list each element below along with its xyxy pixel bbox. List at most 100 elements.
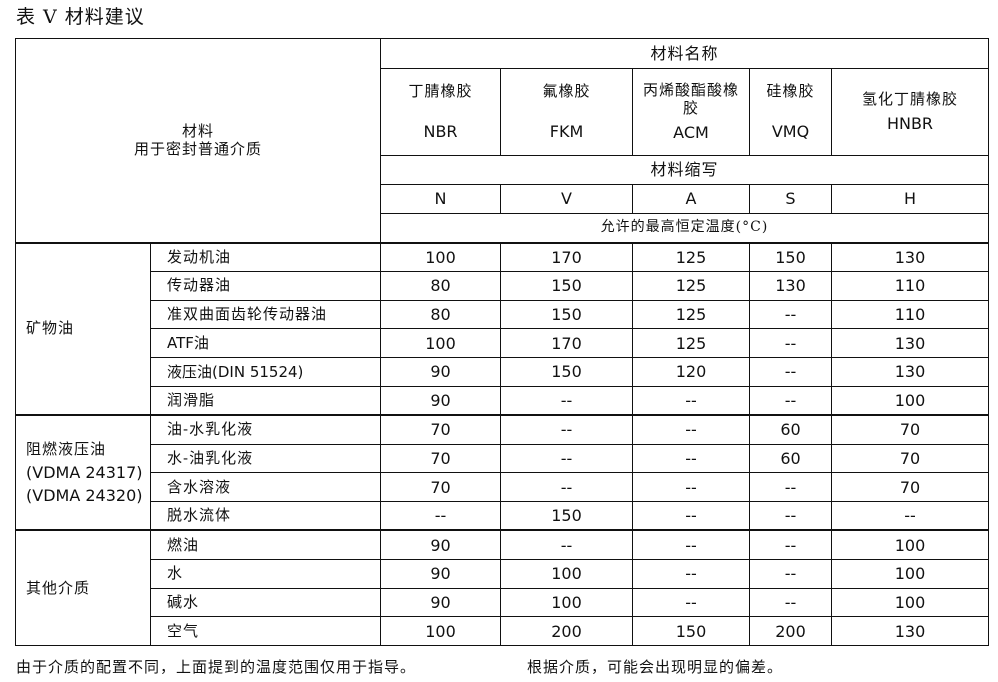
temperature-value: 60 (749, 414, 832, 445)
temperature-value: -- (500, 472, 633, 503)
temperature-value: 70 (831, 414, 989, 445)
temperature-value: 80 (380, 270, 501, 301)
temperature-value: 110 (831, 299, 989, 330)
medium-cell: 水-油乳化液 (150, 443, 381, 474)
temperature-value: 120 (632, 357, 750, 387)
temperature-value: -- (749, 328, 832, 359)
temperature-value: 70 (380, 472, 501, 503)
temperature-value: 70 (380, 443, 501, 474)
medium-cell: 油-水乳化液 (150, 414, 381, 445)
temperature-value: 100 (831, 385, 989, 416)
category-cell: 其他介质 (15, 529, 151, 647)
temperature-value: -- (632, 443, 750, 474)
temperature-value: -- (749, 472, 832, 503)
header-material-label: 材料 (181, 122, 214, 141)
category-cell: 阻燃液压油 (VDMA 24317) (VDMA 24320) (15, 414, 151, 531)
medium-cell: ATF油 (150, 328, 381, 359)
material-code: HNBR (886, 114, 934, 134)
temperature-value: 90 (380, 385, 501, 416)
medium-cell: 脱水流体 (150, 501, 381, 531)
temperature-value: -- (632, 529, 750, 560)
header-material-fkm: 氟橡胶 FKM (500, 68, 633, 156)
table-row: 水-油乳化液 70 -- -- 60 70 (16, 443, 989, 474)
temperature-value: -- (749, 299, 832, 330)
table-row: 传动器油 80 150 125 130 110 (16, 270, 989, 301)
temperature-value: 90 (380, 558, 501, 589)
temperature-value: 130 (831, 616, 989, 647)
temperature-value: 200 (749, 616, 832, 647)
material-code: ACM (673, 123, 709, 143)
temperature-value: 60 (749, 443, 832, 474)
header-material-hnbr: 氢化丁腈橡胶 HNBR (831, 68, 989, 156)
temperature-value: 110 (831, 270, 989, 301)
medium-label: 含水溶液 (167, 477, 232, 496)
medium-label: 水-油乳化液 (167, 448, 254, 467)
temperature-value: 100 (380, 328, 501, 359)
temperature-value: 100 (380, 616, 501, 647)
temperature-value: 125 (632, 299, 750, 330)
footer-note-deviation: 根据介质，可能会出现明显的偏差。 (527, 658, 784, 676)
temperature-value: 170 (500, 328, 633, 359)
medium-label: 油-水乳化液 (167, 420, 254, 439)
material-code: NBR (423, 122, 458, 142)
category-label: (VDMA 24320) (26, 486, 143, 506)
medium-cell: 燃油 (150, 529, 381, 560)
temperature-value: 130 (831, 328, 989, 359)
temperature-value: 70 (380, 414, 501, 445)
medium-label: 空气 (167, 621, 200, 640)
table-row: 含水溶液 70 -- -- -- 70 (16, 472, 989, 503)
category-label: (VDMA 24317) (26, 463, 143, 483)
temperature-value: 125 (632, 270, 750, 301)
medium-cell: 含水溶液 (150, 472, 381, 503)
table-row: 液压油(DIN 51524) 90 150 120 -- 130 (16, 357, 989, 387)
medium-cell: 液压油(DIN 51524) (150, 357, 381, 387)
category-label: 矿物油 (26, 319, 75, 338)
temperature-value: -- (749, 385, 832, 416)
header-material-acm: 丙烯酸酯酸橡胶 ACM (632, 68, 750, 156)
temperature-value: 200 (500, 616, 633, 647)
header-max-temperature: 允许的最高恒定温度(°C) (380, 213, 989, 243)
category-label: 其他介质 (26, 578, 91, 597)
header-material-name: 材料名称 (380, 38, 989, 69)
medium-label: 传动器油 (167, 276, 232, 295)
material-recommendation-table: 材料 用于密封普通介质 材料名称 丁腈橡胶 NBR 氟橡胶 FKM 丙烯酸酯酸橡胶 ACM… (15, 38, 989, 647)
temperature-value: -- (831, 501, 989, 531)
medium-cell: 碱水 (150, 587, 381, 618)
material-name: 丙烯酸酯酸橡胶 (642, 81, 739, 118)
header-material-medium: 材料 用于密封普通介质 (15, 38, 381, 243)
temperature-value: -- (749, 501, 832, 531)
temperature-value: 100 (831, 558, 989, 589)
medium-label: ATF油 (167, 333, 209, 352)
temperature-value: -- (500, 385, 633, 416)
medium-cell: 准双曲面齿轮传动器油 (150, 299, 381, 330)
material-abbr: A (632, 184, 750, 214)
temperature-value: 100 (500, 558, 633, 589)
table-row: 阻燃液压油 (VDMA 24317) (VDMA 24320) 油-水乳化液 70 -- -… (15, 414, 989, 531)
material-name: 丁腈橡胶 (408, 82, 473, 101)
temperature-value: -- (632, 558, 750, 589)
table-row: ATF油 100 170 125 -- 130 (16, 328, 989, 359)
medium-label: 准双曲面齿轮传动器油 (167, 304, 328, 323)
material-abbr: H (831, 184, 989, 214)
temperature-value: 90 (380, 529, 501, 560)
medium-label: 水 (167, 564, 184, 583)
temperature-value: -- (749, 357, 832, 387)
material-abbr: S (749, 184, 832, 214)
material-code: VMQ (771, 122, 810, 142)
category-label: 阻燃液压油 (26, 440, 107, 459)
temperature-value: -- (632, 501, 750, 531)
temperature-value: 150 (749, 241, 832, 272)
header-material-vmq: 硅橡胶 VMQ (749, 68, 832, 156)
temperature-value: -- (500, 529, 633, 560)
temperature-value: -- (749, 587, 832, 618)
temperature-value: -- (632, 414, 750, 445)
table-row: 其他介质 燃油 90 -- -- -- 100 (15, 529, 989, 647)
temperature-value: 150 (500, 299, 633, 330)
table-title: 表 V 材料建议 (16, 6, 145, 28)
material-abbr: V (500, 184, 633, 214)
table-row: 准双曲面齿轮传动器油 80 150 125 -- 110 (16, 299, 989, 330)
header-material-nbr: 丁腈橡胶 NBR (380, 68, 501, 156)
temperature-value: 80 (380, 299, 501, 330)
temperature-value: -- (632, 472, 750, 503)
table-row: 润滑脂 90 -- -- -- 100 (16, 385, 989, 416)
